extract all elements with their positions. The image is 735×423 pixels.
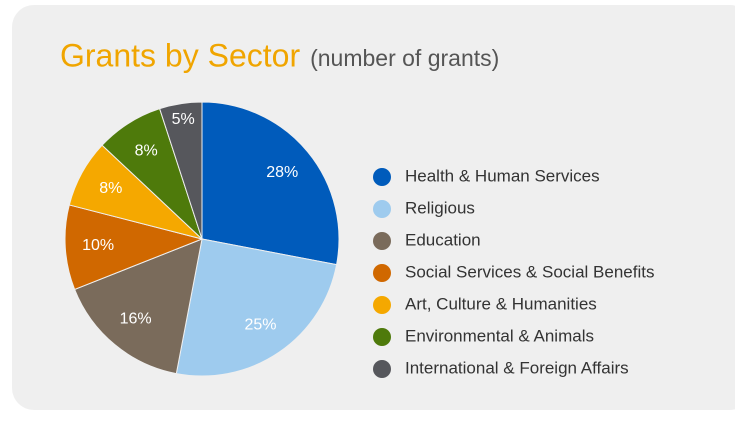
slice-label: 8% [99,180,122,197]
chart-title: Grants by Sector [60,37,300,73]
chart-subtitle: (number of grants) [310,45,499,71]
legend-label: Health & Human Services [405,166,600,185]
pie-slice [73,238,203,375]
legend-label: Education [405,230,481,249]
slice-label: 5% [172,111,195,128]
slice-label: 28% [266,164,298,181]
pie-slice [175,238,338,377]
slice-label: 16% [120,310,152,327]
slice-label: 25% [245,316,277,333]
pie-slice [201,101,340,266]
legend-swatch [373,360,391,378]
legend-swatch [373,264,391,282]
slice-label: 8% [135,142,158,159]
legend-swatch [373,168,391,186]
pie-slice [64,204,204,291]
slice-label: 10% [82,237,114,254]
legend-swatch [373,200,391,218]
legend-label: Art, Culture & Humanities [405,294,597,313]
legend-swatch [373,296,391,314]
legend-label: Environmental & Animals [405,326,594,345]
legend-label: Religious [405,198,475,217]
legend-swatch [373,232,391,250]
legend-swatch [373,328,391,346]
legend-label: International & Foreign Affairs [405,358,629,377]
pie-slice [159,101,203,240]
legend-label: Social Services & Social Benefits [405,262,654,281]
